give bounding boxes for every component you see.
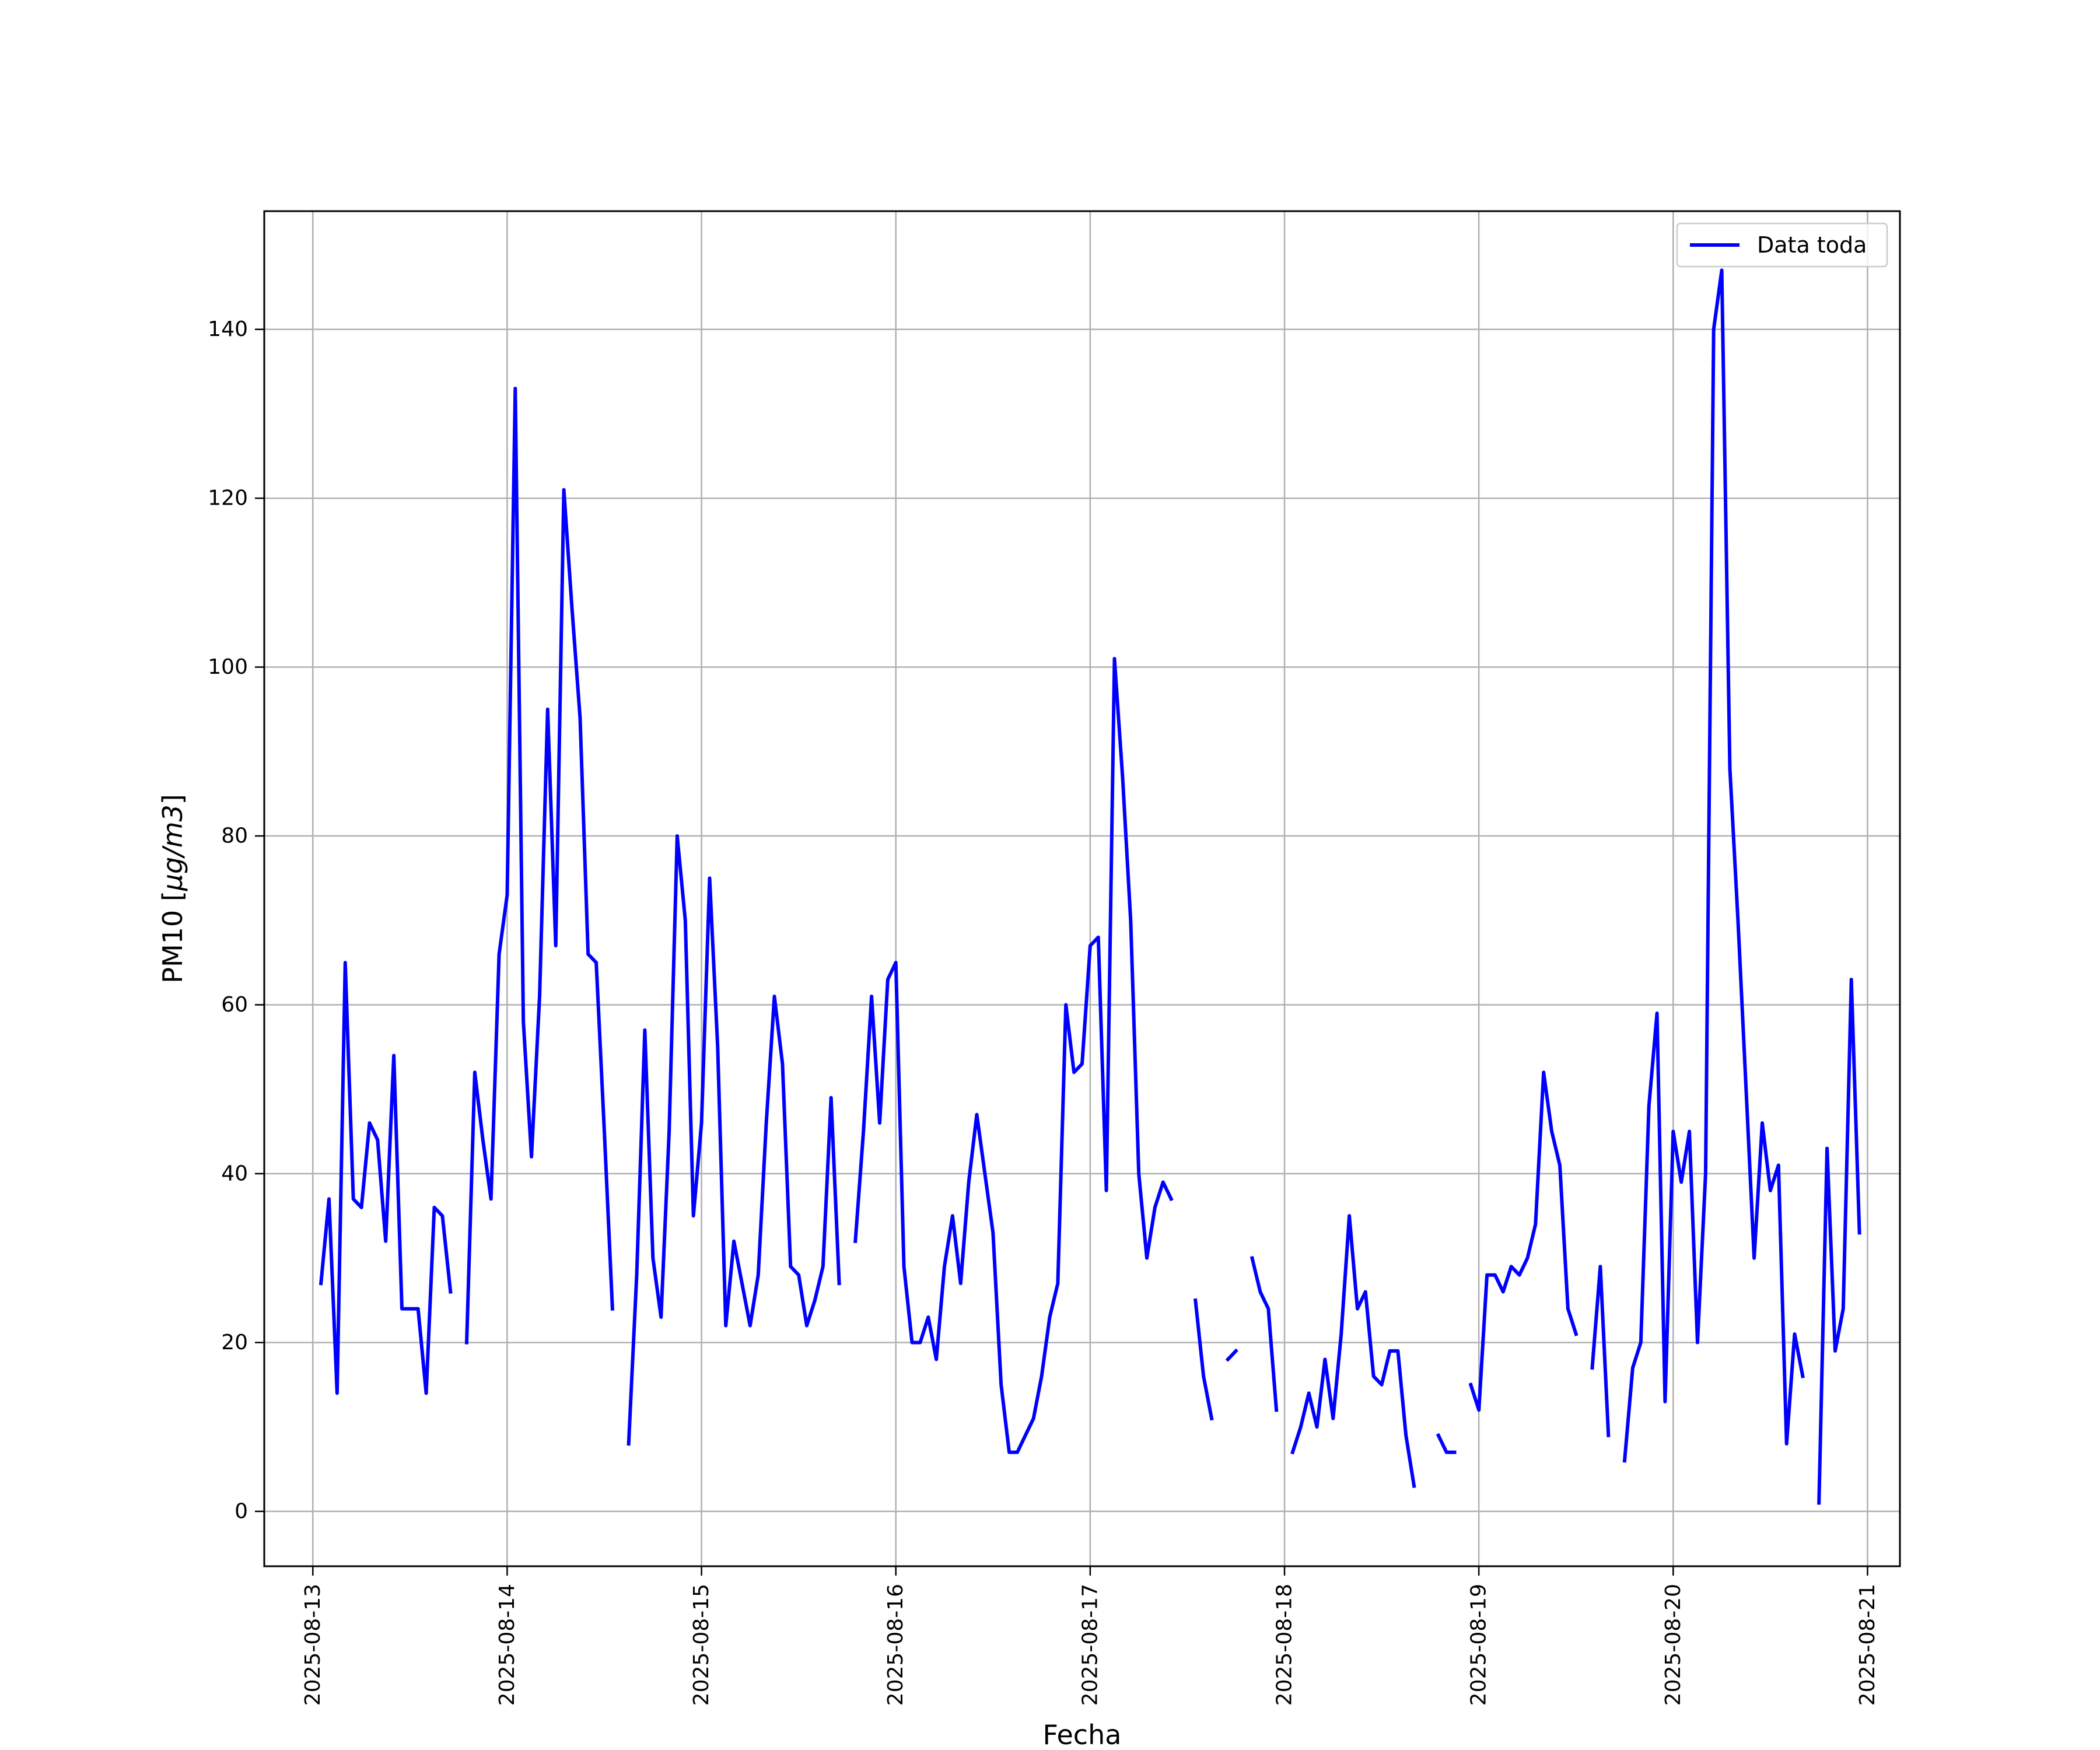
y-tick-label: 120	[208, 487, 248, 510]
series-line-segment	[853, 657, 1174, 1454]
series-layer	[318, 268, 1861, 1505]
legend: Data toda	[1676, 222, 1888, 268]
x-axis: 2025-08-13 2025-08-14 2025-08-15 2025-08-16…	[301, 1566, 1880, 1706]
legend-box	[1676, 222, 1888, 268]
series-line-segment	[1250, 1256, 1279, 1412]
series-line-segment	[1622, 268, 1805, 1463]
y-tick-label: 140	[208, 317, 248, 341]
y-axis: 0 20 40 60 80 100 120 140	[208, 317, 264, 1523]
x-axis-label: Fecha	[1043, 1719, 1122, 1750]
x-tick-label: 2025-08-14	[495, 1584, 519, 1706]
y-tick-label: 60	[221, 993, 248, 1017]
y-tick-label: 80	[221, 824, 248, 848]
x-tick-label: 2025-08-13	[301, 1584, 325, 1706]
y-tick-label: 20	[221, 1331, 248, 1354]
series-line-segment	[1225, 1348, 1238, 1362]
legend-label: Data toda	[1757, 232, 1867, 258]
x-tick-label: 2025-08-15	[690, 1584, 713, 1706]
series-line-segment	[1193, 1298, 1214, 1421]
y-tick-label: 0	[235, 1499, 248, 1523]
x-tick-label: 2025-08-18	[1273, 1584, 1297, 1706]
grid	[264, 211, 1900, 1566]
y-tick-label: 40	[221, 1161, 248, 1185]
x-tick-label: 2025-08-19	[1467, 1584, 1491, 1706]
series-line-segment	[1590, 1265, 1611, 1437]
series-line-segment	[626, 834, 841, 1446]
plot-area-frame	[263, 210, 1901, 1567]
y-tick-label: 100	[208, 655, 248, 679]
series-line-segment	[464, 386, 615, 1345]
y-axis-label: PM10 [μg/m3]	[157, 794, 188, 984]
x-tick-label: 2025-08-16	[884, 1584, 908, 1706]
y-axis-label-prefix: PM10 [	[157, 891, 188, 984]
series-line-segment	[1290, 1214, 1416, 1488]
series-line-segment	[1817, 978, 1861, 1505]
x-tick-label: 2025-08-21	[1856, 1584, 1880, 1706]
series-line-segment	[318, 961, 453, 1395]
y-axis-label-suffix: ]	[157, 794, 188, 804]
x-tick-label: 2025-08-17	[1078, 1584, 1102, 1706]
x-tick-label: 2025-08-20	[1661, 1584, 1685, 1706]
series-line-segment	[1436, 1433, 1457, 1454]
y-axis-label-unit: μg/m3	[157, 804, 188, 891]
series-line-segment	[1468, 1070, 1578, 1412]
